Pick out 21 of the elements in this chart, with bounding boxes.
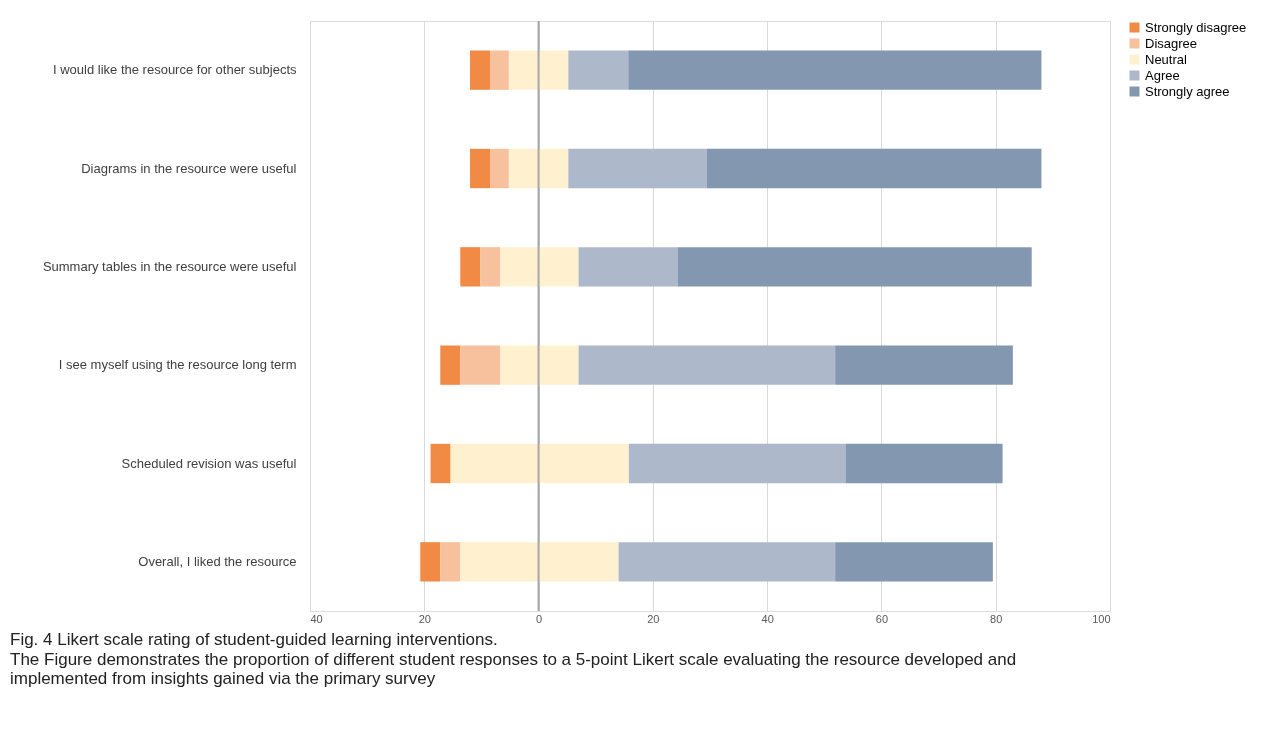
text: The Figure demonstrates the proportion of different student responses to a 5-point Likert scale evaluating the resource developed and implemented from insights gained via the primary survey bbox=[10, 650, 1017, 688]
legend-label: Disagree bbox=[1145, 35, 1198, 51]
y-tick-label: Diagrams in the resource were useful bbox=[81, 160, 297, 176]
y-tick-label: I see myself using the resource long term bbox=[58, 357, 297, 373]
x-tick-label: 20 bbox=[647, 612, 660, 625]
x-tick-label: 60 bbox=[875, 612, 889, 625]
x-tick-label: 40 bbox=[310, 612, 323, 625]
text: Fig. 4 Likert scale rating of student-guided learning interventions. bbox=[10, 630, 498, 649]
y-tick-label: Scheduled revision was useful bbox=[121, 455, 297, 471]
legend-label: Agree bbox=[1145, 67, 1180, 83]
y-tick-label: Summary tables in the resource were useful bbox=[42, 258, 297, 274]
x-tick-label: 0 bbox=[536, 612, 543, 625]
x-tick-label: 100 bbox=[1092, 612, 1111, 625]
legend-label: Strongly disagree bbox=[1145, 19, 1247, 35]
legend-label: Neutral bbox=[1145, 51, 1188, 67]
x-tick-label: 40 bbox=[761, 612, 774, 625]
x-tick-label: 80 bbox=[990, 612, 1003, 625]
x-tick-label: 20 bbox=[418, 612, 431, 625]
y-tick-label: Overall, I liked the resource bbox=[138, 553, 297, 569]
y-tick-label: I would like the resource for other subjects bbox=[52, 62, 297, 78]
legend-label: Strongly agree bbox=[1145, 83, 1230, 99]
